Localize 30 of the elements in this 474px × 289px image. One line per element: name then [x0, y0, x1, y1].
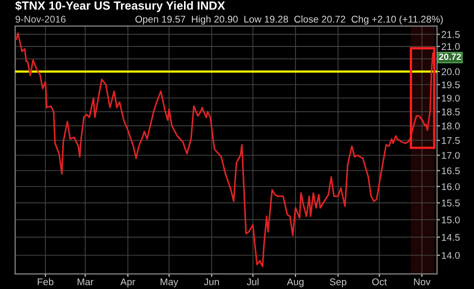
- line-series: [16, 32, 434, 268]
- y-tick-label: 18.0: [442, 122, 460, 130]
- x-tick-label: May: [160, 278, 178, 288]
- x-tick-label: Oct: [372, 278, 387, 286]
- y-tick-label: 15.0: [442, 216, 460, 224]
- x-tick-label: Mar: [78, 278, 94, 286]
- annotation: 20.72: [439, 54, 461, 60]
- y-tick-label: 16.0: [442, 183, 460, 190]
- y-tick-label: 19.5: [442, 81, 460, 88]
- y-tick-label: 18.5: [442, 108, 460, 116]
- x-tick-label: Jul: [246, 278, 258, 286]
- y-tick-label: 16.5: [442, 167, 460, 174]
- y-tick-label: 21.0: [442, 43, 460, 50]
- x-tick-label: Nov: [414, 278, 431, 286]
- y-tick-label: 17.5: [442, 137, 460, 144]
- x-tick-label: Sep: [330, 278, 346, 288]
- y-tick-label: 14.0: [442, 252, 460, 259]
- y-tick-label: 21.5: [442, 31, 460, 38]
- x-tick-label: Aug: [286, 278, 304, 288]
- chart-title: $TNX 10-Year US Treasury Yield INDX: [15, 0, 226, 12]
- x-tick-label: Jun: [204, 278, 219, 286]
- text: Open 19.57 High 20.90 Low 19.28 Close 20.72 Chg +2.10 (+11.28%): [135, 16, 443, 25]
- x-tick-label: Feb: [38, 278, 54, 286]
- y-tick-label: 20.0: [442, 68, 460, 76]
- x-tick-label: Apr: [120, 278, 136, 288]
- y-tick-label: 14.5: [442, 234, 460, 241]
- y-tick-label: 19.0: [442, 94, 460, 102]
- y-tick-label: 15.5: [442, 200, 460, 206]
- y-tick-label: 17.0: [442, 152, 460, 159]
- chart-subtitle: 9-Nov-2016: [16, 16, 66, 23]
